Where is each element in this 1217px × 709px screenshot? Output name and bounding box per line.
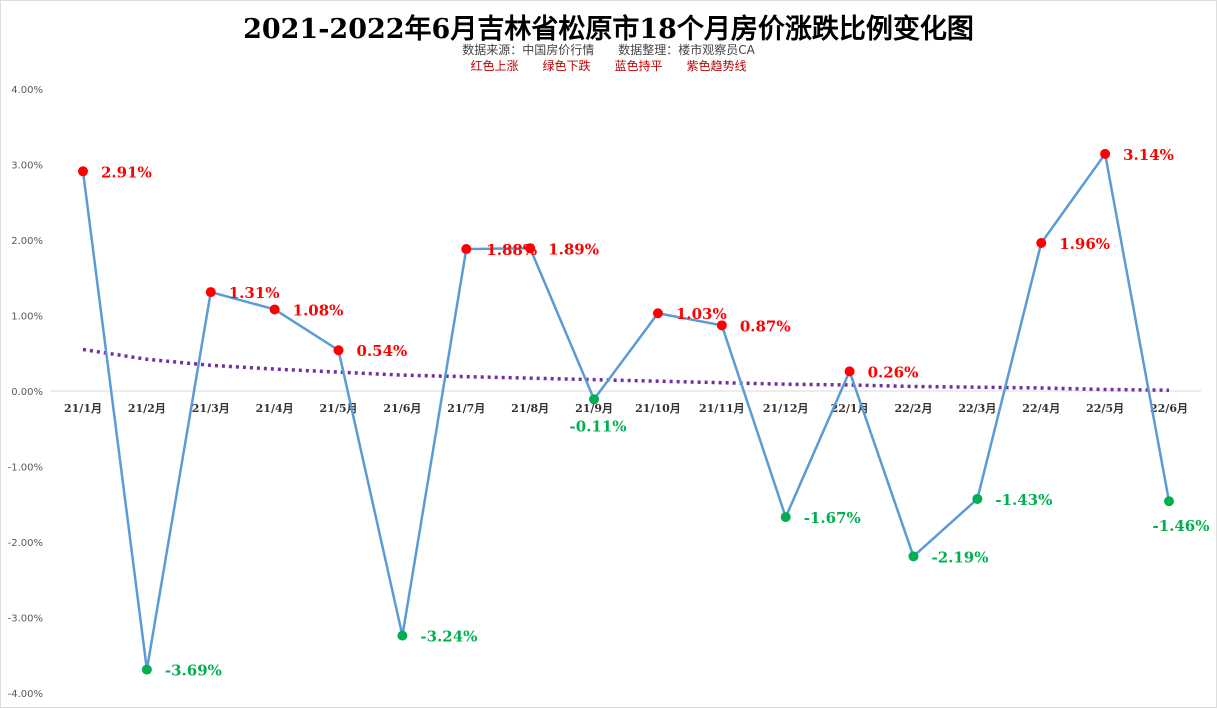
data-label: -1.46% <box>1152 517 1209 535</box>
x-tick-label: 21/11月 <box>699 402 745 415</box>
legend: 红色上涨 绿色下跌 蓝色持平 紫色趋势线 <box>1 57 1216 74</box>
y-tick-label: 3.00% <box>11 161 43 172</box>
data-point <box>908 551 919 562</box>
y-tick-label: -1.00% <box>8 463 43 474</box>
x-tick-label: 22/1月 <box>831 402 869 415</box>
data-label: 0.87% <box>740 317 791 335</box>
data-point <box>269 304 280 315</box>
data-point <box>397 630 408 641</box>
data-label: 1.89% <box>548 240 599 258</box>
data-label: 1.31% <box>229 284 280 302</box>
source-text: 数据来源：中国房价行情 <box>462 43 595 57</box>
data-point <box>461 244 472 255</box>
data-label: -2.19% <box>931 548 988 566</box>
data-label: 0.26% <box>868 363 919 381</box>
x-tick-label: 21/1月 <box>64 402 102 415</box>
data-point <box>1036 238 1047 249</box>
data-label: 1.96% <box>1059 235 1110 253</box>
data-label: 1.88% <box>486 241 537 259</box>
data-point <box>844 366 855 377</box>
trend-line <box>82 347 1170 392</box>
data-point <box>78 166 88 177</box>
data-point <box>205 287 216 298</box>
legend-green: 绿色下跌 <box>542 59 591 73</box>
data-label: 2.91% <box>101 163 152 181</box>
x-tick-label: 21/8月 <box>511 402 549 415</box>
data-point <box>525 243 536 254</box>
legend-purple: 紫色趋势线 <box>686 59 747 73</box>
legend-blue: 蓝色持平 <box>614 59 663 73</box>
data-point <box>1164 496 1174 507</box>
data-label: -3.24% <box>420 628 477 646</box>
x-tick-label: 22/4月 <box>1022 402 1060 415</box>
x-tick-label: 22/5月 <box>1086 402 1124 415</box>
series-line <box>81 150 1171 670</box>
data-point <box>972 493 983 504</box>
x-tick-label: 22/6月 <box>1150 402 1188 415</box>
y-tick-label: -2.00% <box>8 538 43 549</box>
y-tick-label: 0.00% <box>11 387 43 398</box>
x-tick-label: 21/4月 <box>256 402 294 415</box>
y-tick-label: -4.00% <box>8 689 43 700</box>
x-tick-label: 22/2月 <box>894 402 932 415</box>
data-label: -3.69% <box>165 662 222 680</box>
data-point <box>1100 148 1111 159</box>
data-point <box>652 308 663 319</box>
y-tick-label: 1.00% <box>11 312 43 323</box>
data-label: -0.11% <box>570 417 627 435</box>
x-tick-label: 21/7月 <box>447 402 485 415</box>
y-tick-label: 2.00% <box>11 236 43 247</box>
data-point <box>780 512 791 523</box>
compiler-text: 数据整理：楼市观察员CA <box>618 43 755 57</box>
x-tick-label: 21/10月 <box>635 402 681 415</box>
data-point <box>333 345 344 356</box>
x-tick-label: 21/5月 <box>320 402 358 415</box>
x-tick-label: 21/6月 <box>383 402 421 415</box>
y-tick-label: -3.00% <box>8 614 43 625</box>
x-tick-label: 22/3月 <box>958 402 996 415</box>
x-tick-label: 21/2月 <box>128 402 166 415</box>
chart-title: 2021-2022年6月吉林省松原市18个月房价涨跌比例变化图 <box>243 14 974 45</box>
data-label: 0.54% <box>357 342 408 360</box>
x-tick-label: 21/9月 <box>575 402 613 415</box>
data-point <box>589 394 600 405</box>
subtitle: 数据来源：中国房价行情 数据整理：楼市观察员CA <box>1 41 1216 58</box>
data-point <box>716 320 727 331</box>
legend-red: 红色上涨 <box>470 59 519 73</box>
data-label: -1.43% <box>995 491 1052 509</box>
data-label: 1.03% <box>676 305 727 323</box>
data-label: 1.08% <box>293 301 344 319</box>
data-label: 3.14% <box>1123 146 1174 164</box>
data-point <box>141 664 152 675</box>
x-tick-label: 21/12月 <box>763 402 809 415</box>
x-tick-label: 21/3月 <box>192 402 230 415</box>
data-label: -1.67% <box>804 509 861 527</box>
y-tick-label: 4.00% <box>11 85 43 96</box>
